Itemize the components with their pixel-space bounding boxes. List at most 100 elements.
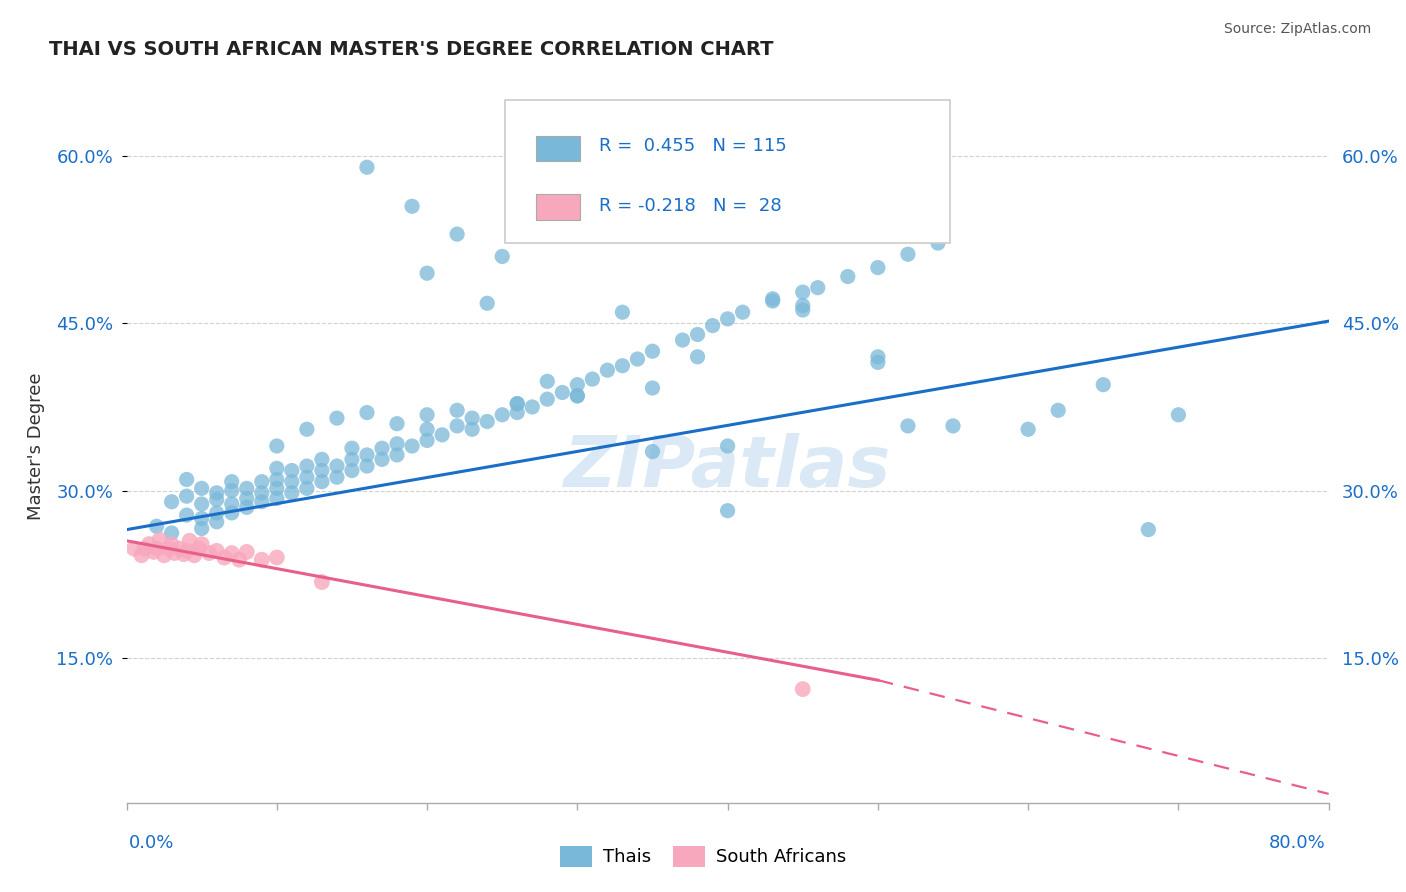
FancyBboxPatch shape: [537, 194, 579, 219]
Point: [897, 419, 920, 434]
Point: [897, 247, 920, 261]
Point: [311, 464, 333, 478]
Point: [612, 359, 634, 373]
Point: [340, 452, 363, 467]
Point: [138, 537, 160, 551]
Point: [198, 546, 221, 560]
Point: [792, 681, 814, 696]
Point: [205, 515, 228, 529]
Point: [266, 461, 288, 475]
Point: [567, 389, 589, 403]
Point: [326, 458, 349, 473]
Point: [416, 266, 439, 280]
Text: Source: ZipAtlas.com: Source: ZipAtlas.com: [1223, 22, 1371, 37]
Point: [581, 372, 603, 386]
Point: [641, 444, 664, 458]
Point: [221, 497, 243, 511]
Point: [385, 417, 408, 431]
Point: [295, 458, 318, 473]
Point: [295, 422, 318, 436]
Point: [122, 541, 145, 556]
Text: R =  0.455   N = 115: R = 0.455 N = 115: [599, 137, 787, 155]
Point: [475, 296, 498, 310]
Point: [927, 236, 949, 251]
Point: [416, 408, 439, 422]
Text: 80.0%: 80.0%: [1270, 834, 1326, 852]
Point: [551, 385, 574, 400]
Point: [157, 541, 180, 556]
Point: [190, 497, 212, 511]
Point: [356, 405, 378, 419]
Point: [356, 458, 378, 473]
Point: [250, 494, 273, 508]
Point: [416, 434, 439, 448]
Text: THAI VS SOUTH AFRICAN MASTER'S DEGREE CORRELATION CHART: THAI VS SOUTH AFRICAN MASTER'S DEGREE CO…: [49, 40, 773, 59]
Point: [205, 506, 228, 520]
Point: [385, 436, 408, 450]
Point: [176, 489, 198, 503]
Point: [281, 485, 304, 500]
Point: [205, 485, 228, 500]
Text: ZIPatlas: ZIPatlas: [564, 433, 891, 502]
Point: [340, 442, 363, 455]
Point: [716, 503, 740, 517]
Point: [266, 473, 288, 487]
Point: [187, 541, 209, 556]
Point: [281, 464, 304, 478]
Point: [1092, 377, 1115, 392]
Point: [235, 491, 259, 506]
Legend: Thais, South Africans: Thais, South Africans: [553, 838, 853, 874]
Point: [567, 389, 589, 403]
Point: [866, 355, 889, 369]
Point: [190, 521, 212, 535]
Point: [1017, 422, 1039, 436]
Point: [295, 482, 318, 496]
Point: [762, 294, 785, 309]
Point: [1167, 408, 1189, 422]
Point: [792, 285, 814, 300]
Point: [311, 574, 333, 589]
Point: [163, 546, 186, 560]
Point: [205, 543, 228, 558]
Point: [356, 448, 378, 462]
Point: [491, 408, 513, 422]
Point: [281, 475, 304, 489]
Point: [221, 546, 243, 560]
Point: [190, 537, 212, 551]
Point: [866, 350, 889, 364]
Point: [167, 541, 190, 556]
Point: [145, 519, 167, 533]
Text: R = -0.218   N =  28: R = -0.218 N = 28: [599, 196, 782, 214]
Point: [807, 281, 830, 295]
Point: [641, 381, 664, 395]
Point: [176, 543, 198, 558]
Point: [446, 403, 468, 417]
FancyBboxPatch shape: [505, 100, 950, 243]
Point: [190, 511, 212, 525]
Point: [153, 548, 176, 563]
Point: [506, 396, 529, 410]
Point: [149, 533, 172, 547]
Point: [173, 547, 195, 561]
Point: [762, 292, 785, 306]
Point: [686, 327, 709, 342]
Point: [326, 470, 349, 484]
Point: [179, 533, 201, 548]
Point: [491, 250, 513, 264]
Point: [461, 411, 484, 425]
Point: [1137, 523, 1160, 537]
Point: [641, 344, 664, 359]
Point: [235, 482, 259, 496]
Point: [702, 318, 724, 333]
Point: [567, 377, 589, 392]
Point: [131, 548, 153, 563]
Point: [235, 500, 259, 515]
Point: [311, 452, 333, 467]
Point: [837, 269, 859, 284]
Point: [716, 312, 740, 326]
Point: [446, 419, 468, 434]
Point: [356, 161, 378, 175]
Point: [401, 199, 423, 213]
Point: [416, 422, 439, 436]
Point: [221, 475, 243, 489]
